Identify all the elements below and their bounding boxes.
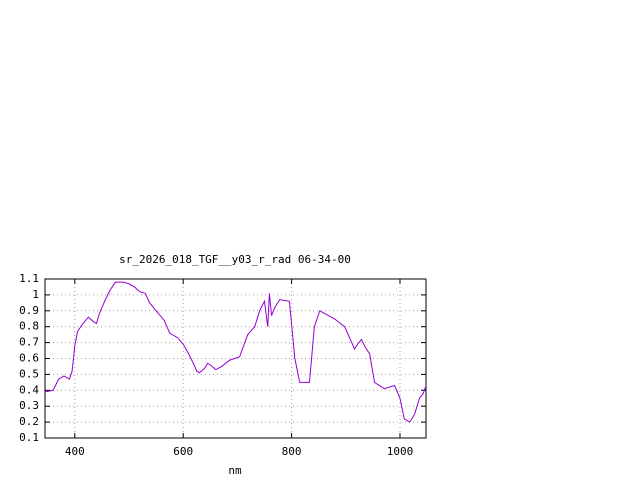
x-axis-label: nm (228, 464, 242, 477)
data-line (44, 281, 427, 423)
y-tick-label: 0.8 (19, 320, 39, 333)
y-tick-label: 0.7 (19, 336, 39, 349)
x-tick-label: 1000 (387, 445, 414, 458)
x-tick-label: 400 (65, 445, 85, 458)
y-tick-label: 0.1 (19, 431, 39, 444)
y-tick-label: 0.6 (19, 352, 39, 365)
y-tick-label: 0.4 (19, 383, 39, 396)
plot-border (44, 278, 427, 439)
chart-title: sr_2026_018_TGF__y03_r_rad 06-34-00 (119, 253, 351, 266)
y-tick-label: 0.3 (19, 399, 39, 412)
y-tick-label: 0.5 (19, 367, 39, 380)
y-tick-label: 0.9 (19, 304, 39, 317)
y-tick-label: 1 (32, 288, 39, 301)
x-tick-label: 600 (173, 445, 193, 458)
x-tick-label: 800 (282, 445, 302, 458)
y-tick-label: 1.1 (19, 272, 39, 285)
y-tick-label: 0.2 (19, 415, 39, 428)
